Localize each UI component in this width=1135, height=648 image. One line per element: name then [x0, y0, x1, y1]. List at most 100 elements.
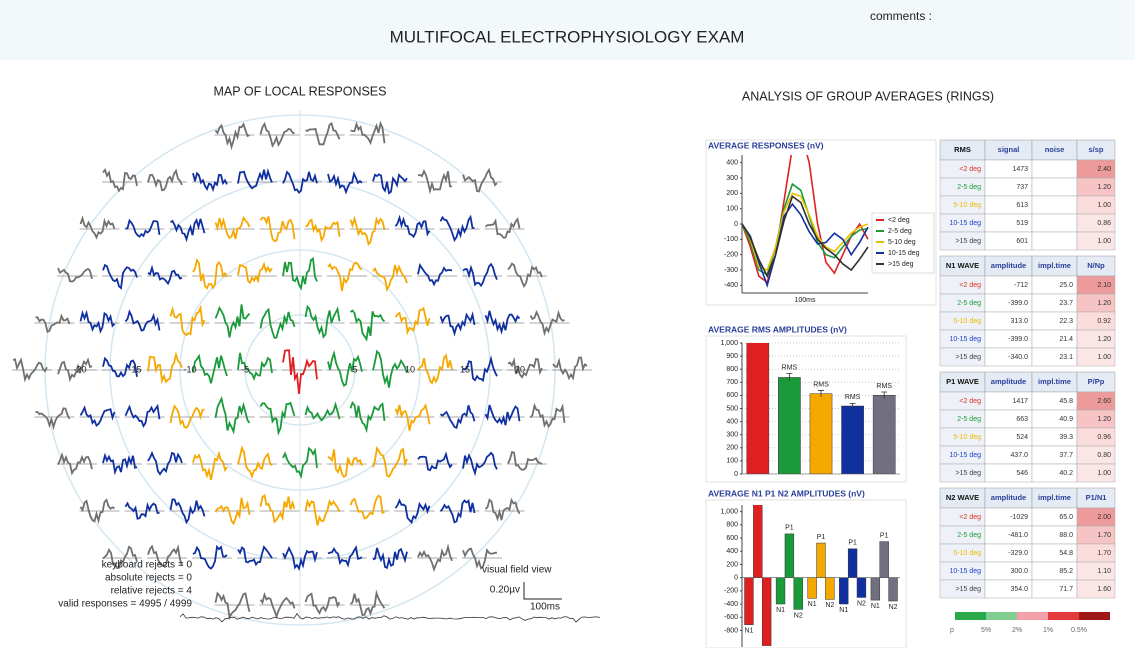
- y-tick-label: 0: [734, 471, 738, 478]
- row-label: 10-15 deg: [949, 452, 981, 459]
- stat-table: N1 WAVE amplitude impl.time N/Np <2 deg -712 2…: [939, 255, 1116, 367]
- response-line: [742, 182, 869, 276]
- chart-frame: [705, 499, 907, 648]
- local-response: [237, 167, 273, 190]
- cell-value: 1.00: [1097, 470, 1111, 477]
- column-header: P/Pp: [1088, 377, 1105, 386]
- cell-value: 1417: [1012, 398, 1028, 405]
- row-label: 2-5 deg: [957, 416, 981, 423]
- local-response: [529, 309, 565, 337]
- local-response: [462, 547, 498, 570]
- local-response: [507, 450, 543, 471]
- bar-label: RMS: [782, 364, 798, 371]
- local-response: [462, 355, 498, 382]
- bar: [807, 577, 817, 599]
- local-response: [349, 215, 386, 246]
- local-response: [507, 356, 543, 379]
- local-response: [305, 218, 341, 243]
- charts: AVERAGE RESPONSES (nV) 400 300 200 100 0 -100 -…: [705, 139, 937, 648]
- cell-value: 1.00: [1097, 202, 1111, 209]
- local-response: [35, 313, 71, 334]
- y-tick-label: 100: [726, 206, 738, 213]
- y-tick-label: -200: [724, 252, 738, 259]
- column-header: impl.time: [1038, 261, 1071, 270]
- bar: [847, 548, 858, 578]
- local-response: [394, 403, 431, 431]
- field-axis-label: 10: [405, 364, 415, 374]
- cell-value: 519: [1016, 220, 1028, 227]
- scale-time: 100ms: [530, 602, 560, 613]
- cell-value: 546: [1016, 470, 1028, 477]
- local-response: [417, 169, 453, 195]
- cell-value: 1473: [1012, 166, 1028, 173]
- local-response: [237, 261, 273, 285]
- y-tick-label: -300: [724, 267, 738, 274]
- field-axis-label: -20: [73, 364, 86, 374]
- local-response: [259, 401, 296, 436]
- legend-label: 10-15 deg: [888, 250, 920, 257]
- local-response: [507, 262, 543, 288]
- cell-value: 613: [1016, 202, 1028, 209]
- cell-value: 2.60: [1097, 398, 1111, 405]
- cell-value: 1.00: [1097, 354, 1111, 361]
- cell-value: 2.40: [1097, 166, 1111, 173]
- y-tick-label: -100: [724, 236, 738, 243]
- local-response: [237, 445, 273, 479]
- cell-value: 40.9: [1059, 416, 1073, 423]
- local-response: [214, 304, 251, 338]
- plot: [746, 343, 896, 474]
- column-header: P1 WAVE: [946, 377, 979, 386]
- cell-value: 54.8: [1059, 550, 1073, 557]
- row-label: >15 deg: [956, 354, 982, 361]
- bar-label: P1: [817, 534, 826, 541]
- y-tick-label: 200: [726, 190, 738, 197]
- local-response: [147, 168, 183, 192]
- y-tick-label: 700: [726, 379, 738, 386]
- cell-value: -399.0: [1008, 300, 1028, 307]
- local-response: [350, 589, 386, 617]
- local-response: [372, 264, 408, 292]
- y-tick-label: -400: [724, 282, 738, 289]
- cell-value: 25.0: [1059, 282, 1073, 289]
- cell-value: 1.10: [1097, 568, 1111, 575]
- noise-trace: [179, 612, 601, 623]
- cell-value: 663: [1016, 416, 1028, 423]
- column-header: signal: [998, 145, 1020, 154]
- local-response: [259, 216, 296, 242]
- bar: [784, 533, 795, 578]
- local-response: [282, 546, 318, 571]
- comments-label: comments :: [870, 9, 932, 23]
- y-tick-label: -600: [724, 614, 738, 621]
- cell-value: 23.7: [1059, 300, 1073, 307]
- y-tick-label: 200: [726, 561, 738, 568]
- cell-value: 71.7: [1059, 586, 1073, 593]
- local-response: [349, 494, 385, 520]
- column-header: noise: [1045, 145, 1065, 154]
- local-response: [12, 357, 48, 383]
- cell-value: 40.2: [1059, 470, 1073, 477]
- local-response: [439, 499, 476, 524]
- reject-count: relative rejects = 4: [111, 586, 193, 597]
- cell-value: -399.0: [1008, 336, 1028, 343]
- bar-label: N1: [871, 603, 880, 610]
- local-response: [169, 498, 206, 525]
- local-response: [439, 214, 475, 243]
- bar-label: RMS: [845, 394, 861, 401]
- significance-swatch: [1048, 612, 1079, 620]
- reject-count: valid responses = 4995 / 4999: [58, 599, 192, 610]
- row-label: 5-10 deg: [953, 550, 981, 557]
- y-tick-label: 600: [726, 535, 738, 542]
- local-response: [304, 304, 341, 339]
- row-label: <2 deg: [959, 166, 981, 173]
- cell: [1031, 195, 1078, 215]
- response-line: [742, 195, 869, 279]
- row-label: 2-5 deg: [957, 184, 981, 191]
- field-axis-label: 5: [352, 364, 357, 374]
- cell-value: 1.70: [1097, 532, 1111, 539]
- local-response: [237, 352, 273, 381]
- y-tick-label: 600: [726, 392, 738, 399]
- legend-label: 5-10 deg: [888, 239, 916, 246]
- local-response: [57, 267, 93, 283]
- local-response: [394, 498, 431, 525]
- cell: [1031, 177, 1078, 197]
